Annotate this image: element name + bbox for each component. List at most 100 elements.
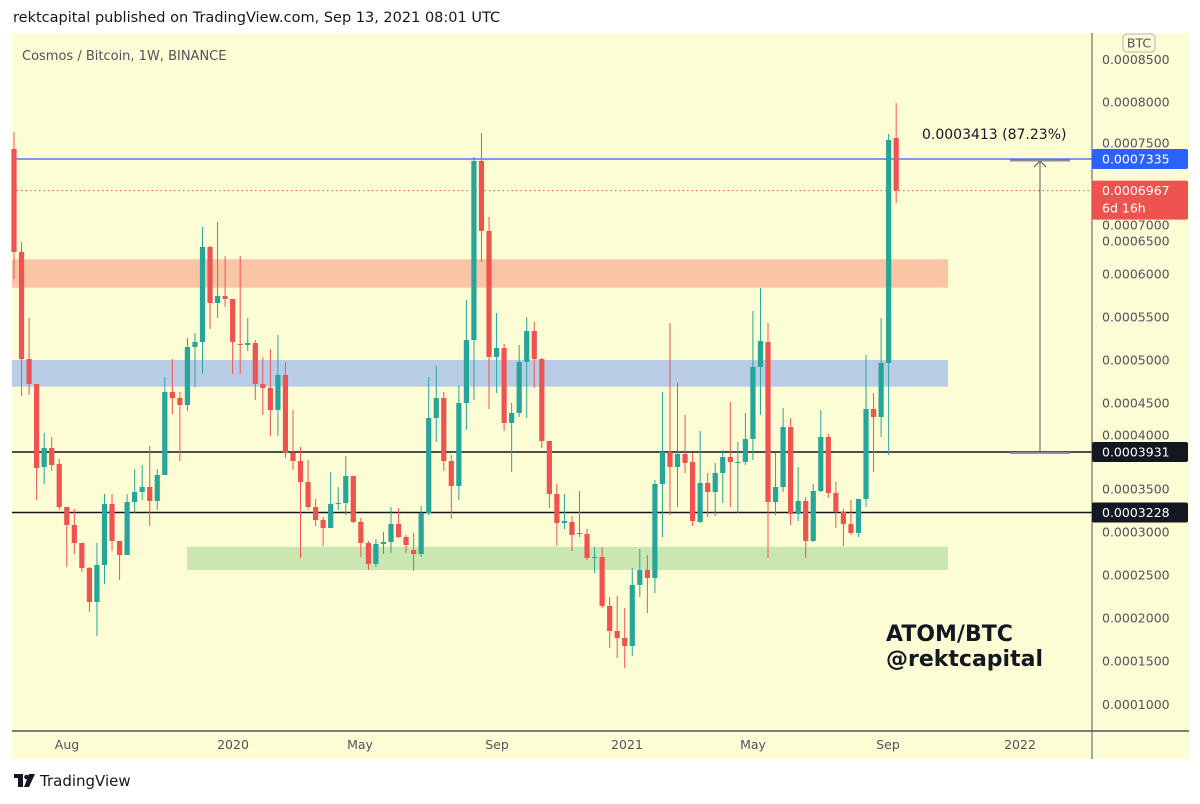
candle[interactable] xyxy=(599,547,605,608)
time-axis[interactable]: Aug 2020 May Sep 2021 May Sep 2022 xyxy=(55,737,1036,752)
candle[interactable] xyxy=(705,472,711,517)
candle[interactable] xyxy=(18,241,25,396)
candle[interactable] xyxy=(870,393,877,472)
candle[interactable] xyxy=(486,217,492,409)
candle[interactable] xyxy=(350,475,356,523)
candle[interactable] xyxy=(893,102,899,203)
candle[interactable] xyxy=(26,317,32,396)
candle[interactable] xyxy=(297,446,304,558)
candle[interactable] xyxy=(132,468,138,514)
candle[interactable] xyxy=(886,133,892,455)
candle[interactable] xyxy=(177,391,183,462)
candle[interactable] xyxy=(260,356,266,415)
candle[interactable] xyxy=(493,312,500,394)
candle[interactable] xyxy=(154,468,160,510)
candle[interactable] xyxy=(441,391,447,472)
candle[interactable] xyxy=(11,131,17,279)
candle[interactable] xyxy=(267,348,273,436)
candle[interactable] xyxy=(328,471,334,528)
candle[interactable] xyxy=(79,542,85,572)
candle[interactable] xyxy=(418,505,424,557)
candle[interactable] xyxy=(584,529,590,561)
candle[interactable] xyxy=(539,357,545,449)
candle[interactable] xyxy=(456,385,462,501)
candle[interactable] xyxy=(712,462,718,517)
candle[interactable] xyxy=(607,597,613,648)
candle[interactable] xyxy=(448,454,454,519)
candle[interactable] xyxy=(561,493,568,530)
candle[interactable] xyxy=(629,568,635,656)
candle[interactable] xyxy=(682,414,688,473)
candle[interactable] xyxy=(426,377,432,515)
candle[interactable] xyxy=(335,487,341,510)
candle[interactable] xyxy=(282,361,289,459)
candle[interactable] xyxy=(674,382,681,507)
candle[interactable] xyxy=(109,493,115,551)
candle[interactable] xyxy=(478,133,485,263)
currency-badge[interactable] xyxy=(1122,33,1156,53)
candle[interactable] xyxy=(147,445,153,527)
candle[interactable] xyxy=(403,534,409,553)
candle[interactable] xyxy=(237,256,243,375)
candle[interactable] xyxy=(772,453,779,515)
candle[interactable] xyxy=(569,516,575,551)
candle[interactable] xyxy=(380,531,387,554)
support-zone[interactable] xyxy=(187,546,948,570)
candle[interactable] xyxy=(41,432,47,485)
candle[interactable] xyxy=(124,493,130,556)
candle[interactable] xyxy=(71,508,77,554)
candle[interactable] xyxy=(501,343,507,431)
candle[interactable] xyxy=(252,340,258,400)
candle[interactable] xyxy=(667,322,673,515)
candle[interactable] xyxy=(757,288,764,415)
candle[interactable] xyxy=(411,532,417,572)
candle[interactable] xyxy=(780,408,786,493)
candle[interactable] xyxy=(803,496,809,558)
candle[interactable] xyxy=(720,450,726,504)
candle[interactable] xyxy=(230,298,236,375)
candle[interactable] xyxy=(56,458,62,510)
candle[interactable] xyxy=(524,317,530,418)
candle[interactable] xyxy=(139,464,145,501)
candle[interactable] xyxy=(818,409,824,493)
candle[interactable] xyxy=(343,455,349,515)
candle[interactable] xyxy=(116,540,123,580)
price-range-measure[interactable]: 0.0003413 (87.23%) xyxy=(922,127,1070,454)
candle[interactable] xyxy=(34,383,40,501)
candle[interactable] xyxy=(735,441,741,514)
candle[interactable] xyxy=(765,322,771,558)
mid-zone[interactable] xyxy=(12,359,948,387)
candle[interactable] xyxy=(742,412,748,465)
candle[interactable] xyxy=(690,453,696,527)
candle[interactable] xyxy=(863,354,869,507)
candle[interactable] xyxy=(840,508,846,546)
candle[interactable] xyxy=(878,317,884,438)
candle[interactable] xyxy=(290,409,296,470)
candle[interactable] xyxy=(652,479,658,593)
candle[interactable] xyxy=(659,391,666,538)
candle[interactable] xyxy=(305,459,311,510)
candle[interactable] xyxy=(192,332,198,387)
candle[interactable] xyxy=(184,338,191,412)
candle[interactable] xyxy=(697,430,703,523)
candle[interactable] xyxy=(86,566,92,612)
candle[interactable] xyxy=(795,466,801,522)
candle[interactable] xyxy=(825,433,831,498)
candle[interactable] xyxy=(64,506,70,567)
candle[interactable] xyxy=(727,401,733,507)
candle[interactable] xyxy=(622,607,628,668)
candle[interactable] xyxy=(531,322,537,388)
candle[interactable] xyxy=(855,498,862,538)
candle[interactable] xyxy=(388,506,394,553)
candle[interactable] xyxy=(94,542,100,636)
candle[interactable] xyxy=(833,482,839,528)
candle[interactable] xyxy=(591,547,598,573)
candle[interactable] xyxy=(275,335,281,436)
candle[interactable] xyxy=(313,498,319,527)
candle[interactable] xyxy=(750,310,756,460)
candle[interactable] xyxy=(576,490,583,538)
candle[interactable] xyxy=(848,500,854,535)
candle[interactable] xyxy=(169,359,175,415)
candle[interactable] xyxy=(395,508,402,538)
